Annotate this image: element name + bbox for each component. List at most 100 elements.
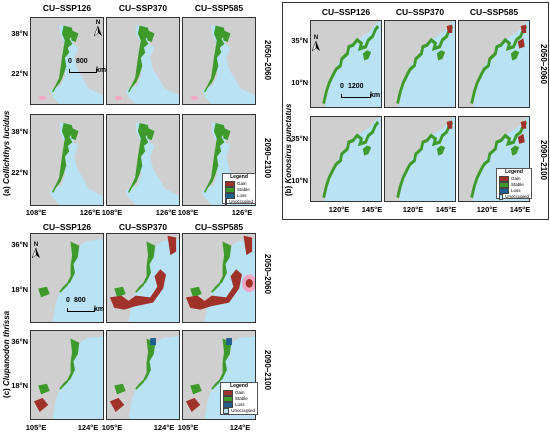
range-gain xyxy=(446,24,453,34)
north-arrow-b: N xyxy=(311,35,320,53)
range-gain xyxy=(185,397,201,412)
range-gain xyxy=(517,38,525,49)
lat-label-b-bot1: 10°N xyxy=(291,78,308,87)
range-stable xyxy=(510,50,520,61)
legend-swatch xyxy=(223,389,233,396)
lat-label-c-bot2: 18°N xyxy=(11,381,28,390)
range-gain xyxy=(243,235,253,256)
lat-label-c-bot1: 18°N xyxy=(11,285,28,294)
lon-label-c-2b: 124°E xyxy=(153,423,175,432)
period-label-c-2: 2090–2100 xyxy=(263,350,272,391)
block-b-frame xyxy=(282,2,549,220)
range-stable xyxy=(436,50,446,61)
north-arrow-icon xyxy=(93,25,102,37)
range-stable xyxy=(38,286,50,298)
range-stable xyxy=(211,338,232,390)
col-header-a-2: CU–SSP370 xyxy=(118,3,168,13)
lon-label-a-1a: 108°E xyxy=(25,208,47,217)
range-gain xyxy=(185,269,243,310)
lat-label-a-bot1: 22°N xyxy=(11,69,28,78)
range-stable xyxy=(71,127,79,141)
lat-label-c-top2: 36°N xyxy=(11,337,28,346)
map-panel xyxy=(30,330,104,420)
map-panel xyxy=(30,17,104,105)
sea-unoccupied xyxy=(125,24,179,104)
lon-label-a-2a: 108°E xyxy=(101,208,123,217)
range-stable xyxy=(223,30,231,43)
map-panel xyxy=(384,116,456,202)
range-stable xyxy=(223,127,231,141)
lon-label-a-3a: 108°E xyxy=(177,208,199,217)
col-header-b-2: CU–SSP370 xyxy=(395,7,445,17)
col-header-b-1: CU–SSP126 xyxy=(321,7,371,17)
map-panel xyxy=(458,20,530,108)
map-panel xyxy=(30,114,104,206)
lon-label-b-3a: 120°E xyxy=(476,205,498,214)
range-stable xyxy=(396,120,454,199)
sea-unoccupied xyxy=(49,24,103,104)
col-header-c-1: CU–SSP126 xyxy=(42,222,92,232)
range-gain xyxy=(167,235,177,256)
range-gain xyxy=(109,397,125,412)
sea-unoccupied xyxy=(128,336,179,419)
species-label-c: (c) Clupanodon thrissa xyxy=(2,310,11,398)
range-stable xyxy=(190,383,202,395)
range-loss xyxy=(226,338,232,346)
range-pink xyxy=(190,95,199,101)
range-stable xyxy=(470,24,528,105)
lon-label-b-2a: 120°E xyxy=(402,205,424,214)
lat-label-c-top1: 36°N xyxy=(11,240,28,249)
north-arrow-c: N xyxy=(31,242,40,260)
north-arrow-icon xyxy=(311,40,320,52)
range-stable xyxy=(52,25,74,93)
col-header-a-3: CU–SSP585 xyxy=(194,3,244,13)
lon-label-b-2b: 145°E xyxy=(435,205,457,214)
sea-unoccupied xyxy=(52,239,103,322)
lon-label-c-2a: 105°E xyxy=(101,423,123,432)
range-stable xyxy=(52,122,74,193)
lat-label-a-top2: 38°N xyxy=(11,127,28,136)
north-arrow-a: N xyxy=(93,20,102,38)
lon-label-b-1a: 120°E xyxy=(328,205,350,214)
sea-unoccupied xyxy=(125,122,179,205)
legend-swatch xyxy=(223,395,233,402)
lon-label-c-1b: 124°E xyxy=(77,423,99,432)
range-stable xyxy=(147,30,155,43)
legend-swatch xyxy=(225,198,228,205)
map-panel xyxy=(30,233,104,323)
range-stable xyxy=(362,145,372,156)
lon-label-a-1b: 126°E xyxy=(79,208,101,217)
range-pink xyxy=(114,95,123,101)
range-stable xyxy=(59,241,80,293)
lon-label-b-1b: 145°E xyxy=(361,205,383,214)
range-gain xyxy=(517,133,525,144)
lon-label-b-3b: 145°E xyxy=(509,205,531,214)
range-stable xyxy=(190,286,202,298)
range-gain xyxy=(520,120,527,129)
legend-swatch xyxy=(499,193,504,200)
range-stable xyxy=(510,145,520,156)
sea-unoccupied xyxy=(201,24,255,104)
range-stable xyxy=(362,50,372,61)
col-header-b-3: CU–SSP585 xyxy=(469,7,519,17)
range-loss xyxy=(150,338,156,346)
map-panel xyxy=(182,17,256,105)
legend-swatch xyxy=(499,181,509,188)
range-stable xyxy=(128,25,150,93)
range-stable xyxy=(114,383,126,395)
range-stable xyxy=(470,120,528,199)
range-stable xyxy=(211,241,232,293)
legend-swatch xyxy=(225,192,235,199)
range-stable xyxy=(135,338,156,390)
legend-b: Legend Gain Stable Loss Unoccupied xyxy=(496,168,532,200)
map-panel xyxy=(106,17,180,105)
map-panel xyxy=(106,330,180,420)
range-stable xyxy=(38,383,50,395)
col-header-a-1: CU–SSP126 xyxy=(42,3,92,13)
range-gain xyxy=(520,24,527,34)
range-stable xyxy=(204,122,226,193)
range-stable xyxy=(322,24,380,105)
period-label-a-1: 2050–2060 xyxy=(263,40,272,81)
legend-swatch xyxy=(499,175,509,182)
map-panel xyxy=(106,233,180,323)
